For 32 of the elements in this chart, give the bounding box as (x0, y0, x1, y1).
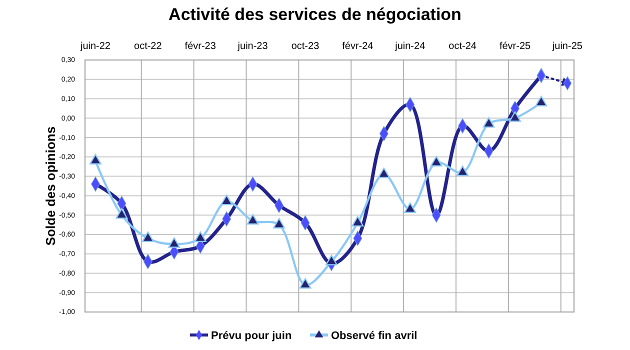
point (352, 216, 364, 227)
point (299, 278, 312, 289)
point (404, 202, 416, 213)
legend-label: Observé fin avril (331, 330, 418, 342)
point (90, 154, 102, 164)
x-tick-label: juin-24 (394, 41, 426, 52)
point (246, 214, 259, 225)
x-tick-label: juin-23 (236, 41, 268, 52)
point (168, 237, 180, 248)
point (325, 254, 338, 266)
x-tick-label: févr-23 (184, 41, 216, 52)
chart-title: Activité des services de négociation (168, 5, 462, 24)
point (116, 208, 128, 219)
y-axis-title: Solde des opinions (43, 126, 58, 246)
legend-label: Prévu pour juin (211, 330, 292, 342)
point (142, 232, 154, 242)
x-tick-label: oct-23 (291, 41, 320, 52)
point (482, 117, 495, 128)
point (509, 111, 521, 122)
x-tick-label: juin-25 (551, 41, 583, 52)
x-tick-label: juin-22 (79, 41, 111, 52)
x-tick-label: févr-25 (499, 41, 532, 52)
x-tick-label: oct-24 (448, 41, 477, 52)
point (430, 156, 442, 166)
point (220, 194, 233, 206)
point (378, 168, 390, 178)
point (194, 232, 206, 242)
point (273, 218, 285, 228)
x-tick-label: oct-22 (134, 41, 162, 52)
x-tick-label: févr-24 (342, 41, 374, 52)
point (456, 166, 469, 176)
point (535, 96, 548, 106)
